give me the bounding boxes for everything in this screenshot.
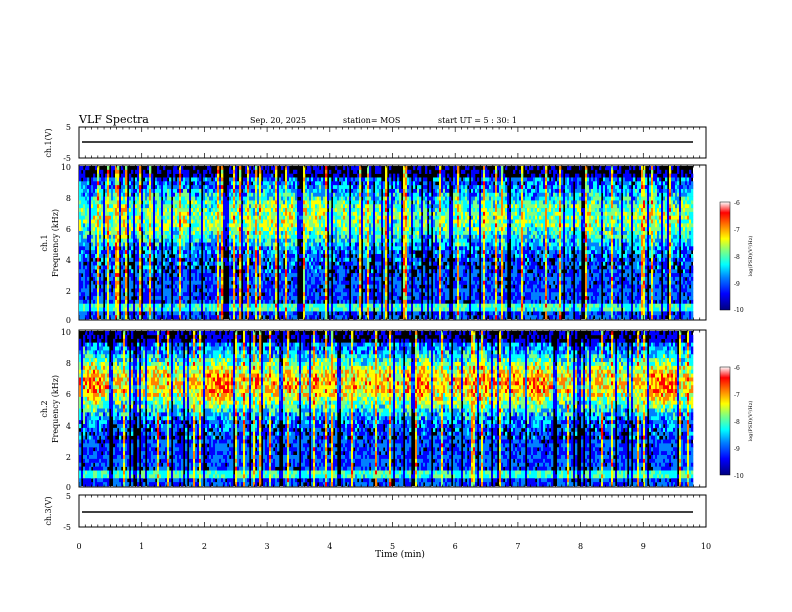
station-label: station= MOS <box>343 116 400 125</box>
x-tick-label: 10 <box>701 542 711 551</box>
x-axis-label: Time (min) <box>375 549 425 560</box>
x-tick-label: 6 <box>453 542 458 551</box>
start-time-label: start UT = 5 : 30: 1 <box>438 116 517 125</box>
ch1-cb-tick-7: -7 <box>734 227 740 234</box>
x-tick-label: 2 <box>202 542 207 551</box>
ch2-spec-ytick-10: 10 <box>61 328 71 337</box>
ch2-cb-tick-9: -9 <box>734 446 740 453</box>
ch1-spec-ytick-8: 8 <box>66 194 71 203</box>
ch1-spectrogram-panel: 10 8 6 4 2 0 ch.1 Frequency (kHz) <box>40 163 707 325</box>
x-tick-label: 5 <box>390 542 395 551</box>
x-tick-label: 4 <box>327 542 332 551</box>
ch1-spec-ylabel-channel: ch.1 <box>40 234 49 251</box>
ch1-ytick-top: 5 <box>66 123 71 132</box>
ch2-spec-ytick-6: 6 <box>66 390 71 399</box>
ch3-ytick-top: 5 <box>66 492 71 501</box>
ch2-cb-tick-7: -7 <box>734 392 740 399</box>
ch1-waveform-panel: 5 -5 ch.1(V) <box>44 123 707 163</box>
date-label: Sep. 20, 2025 <box>250 116 306 125</box>
ch2-spec-ytick-2: 2 <box>66 453 71 462</box>
ch1-spec-ylabel-frequency: Frequency (kHz) <box>51 209 60 277</box>
ch2-spec-ytick-4: 4 <box>66 422 71 431</box>
ch1-ytick-bottom: -5 <box>63 154 71 163</box>
ch2-cb-tick-10: -10 <box>734 473 744 480</box>
ch2-spec-ylabel-channel: ch.2 <box>40 400 49 417</box>
x-axis-tick-labels: 0 1 2 3 4 5 6 7 8 9 10 <box>76 542 711 551</box>
ch1-spec-ytick-4: 4 <box>66 256 71 265</box>
ch2-cb-tick-6: -6 <box>734 365 740 372</box>
ch1-spectrogram-image <box>79 166 694 320</box>
ch1-cb-tick-9: -9 <box>734 281 740 288</box>
ch1-ylabel: ch.1(V) <box>44 128 53 157</box>
ch2-spectrogram-image <box>79 331 694 487</box>
ch3-waveform-panel: 5 -5 ch.3(V) <box>44 492 707 532</box>
ch1-cb-label: log(PSD)(V²/Hz) <box>747 236 754 277</box>
ch2-spectrogram-panel: 10 8 6 4 2 0 ch.2 Frequency (kHz) <box>40 328 707 492</box>
ch1-cb-tick-10: -10 <box>734 307 744 314</box>
x-tick-label: 8 <box>578 542 583 551</box>
ch2-colorbar: -6 -7 -8 -9 -10 log(PSD)(V²/Hz) <box>719 365 754 480</box>
x-tick-label: 1 <box>139 542 144 551</box>
x-tick-label: 0 <box>76 542 81 551</box>
ch2-cb-tick-8: -8 <box>734 419 740 426</box>
ch1-spec-ytick-10: 10 <box>61 163 71 172</box>
figure-title: VLF Spectra <box>78 113 149 126</box>
ch1-spec-ytick-2: 2 <box>66 287 71 296</box>
ch2-spec-ylabel-frequency: Frequency (kHz) <box>51 375 60 443</box>
ch2-spec-ytick-8: 8 <box>66 359 71 368</box>
x-tick-label: 7 <box>515 542 520 551</box>
ch1-colorbar: -6 -7 -8 -9 -10 log(PSD)(V²/Hz) <box>719 200 754 314</box>
ch1-spec-ytick-0: 0 <box>66 316 71 325</box>
ch1-cb-tick-8: -8 <box>734 254 740 261</box>
x-tick-label: 9 <box>641 542 646 551</box>
ch3-ytick-bottom: -5 <box>63 523 71 532</box>
ch3-ylabel: ch.3(V) <box>44 496 53 525</box>
ch2-cb-label: log(PSD)(V²/Hz) <box>747 401 754 442</box>
ch2-spec-ytick-0: 0 <box>66 483 71 492</box>
ch1-spec-ytick-6: 6 <box>66 225 71 234</box>
ch1-cb-tick-6: -6 <box>734 200 740 207</box>
x-tick-label: 3 <box>265 542 270 551</box>
